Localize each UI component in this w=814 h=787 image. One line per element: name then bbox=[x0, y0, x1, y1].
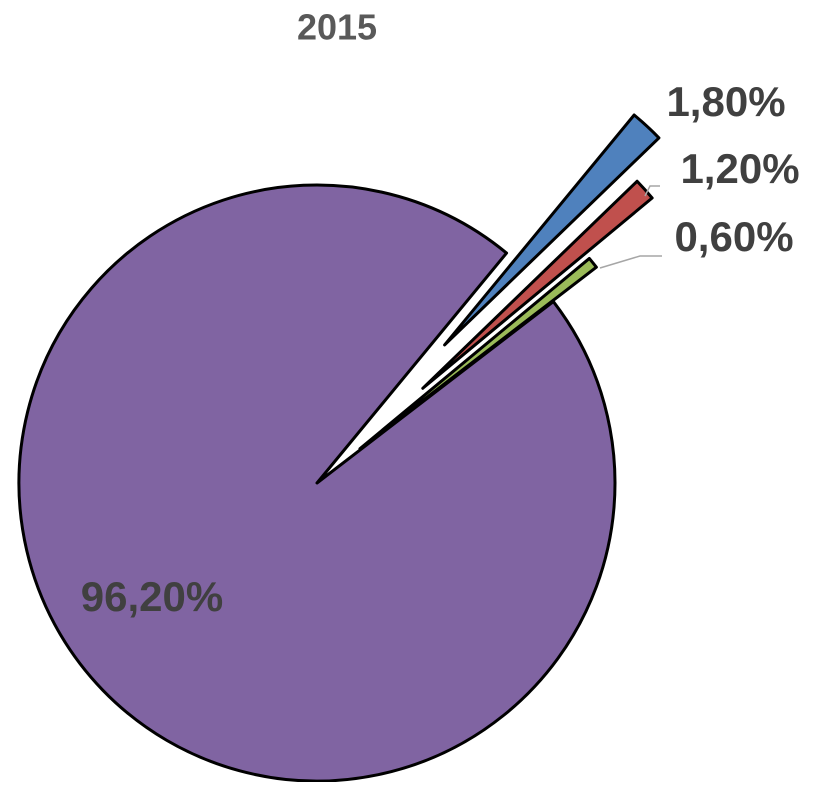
pie-slice bbox=[17, 183, 617, 783]
leader-line bbox=[644, 185, 660, 197]
data-label: 1,80% bbox=[666, 78, 785, 125]
chart-title: 2015 bbox=[297, 7, 377, 48]
pie-slice bbox=[443, 113, 661, 347]
leader-line bbox=[599, 255, 662, 269]
pie-slice bbox=[358, 256, 598, 451]
data-label: 96,20% bbox=[81, 573, 223, 620]
data-label: 1,20% bbox=[680, 145, 799, 192]
data-label: 0,60% bbox=[674, 213, 793, 260]
pie-slice bbox=[421, 179, 654, 390]
